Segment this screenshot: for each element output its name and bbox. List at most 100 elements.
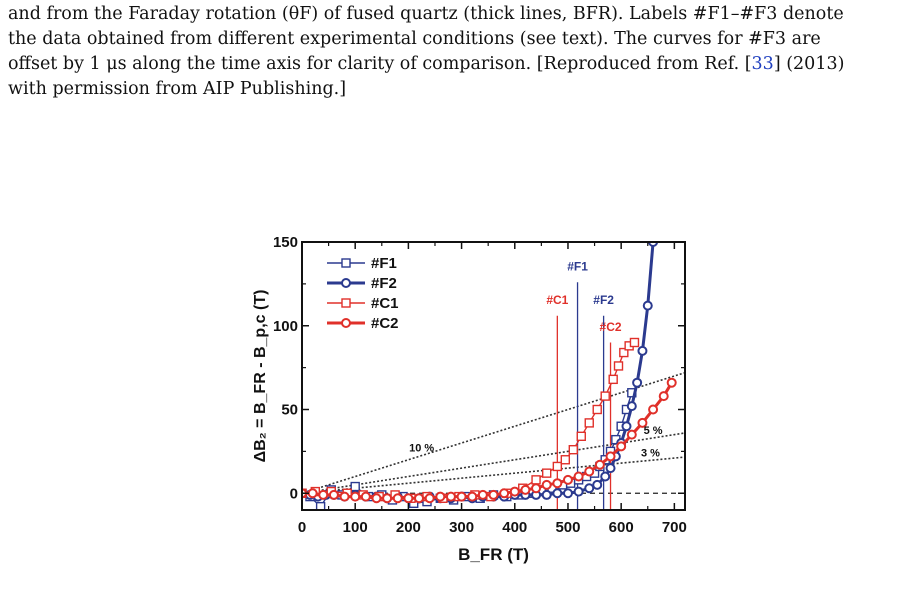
ref-line-3pct [302, 456, 685, 495]
data-point [350, 491, 361, 502]
caption-line-2: the data obtained from different experim… [8, 29, 821, 49]
data-point [576, 431, 586, 442]
data-point [403, 493, 414, 504]
data-point [616, 441, 627, 452]
data-point [339, 491, 350, 502]
data-point [456, 491, 467, 502]
data-point [414, 493, 425, 504]
data-point [613, 361, 624, 371]
data-point [600, 471, 611, 482]
data-point [488, 489, 499, 500]
x-tick-label: 200 [396, 519, 421, 536]
data-point [592, 479, 603, 490]
data-point [584, 418, 594, 428]
marker-label-c1: #C1 [546, 293, 568, 307]
legend-marker [341, 278, 351, 288]
legend: #F1 #F2 #C1 #C2 [327, 255, 399, 332]
data-point [648, 404, 659, 415]
plot-frame [301, 241, 686, 511]
data-point [621, 421, 632, 432]
data-point [619, 347, 629, 358]
x-axis-label: B_FR (T) [458, 545, 529, 564]
data-point [584, 466, 595, 477]
x-tick-label: 600 [609, 519, 634, 536]
marker-label-c2: #C2 [600, 320, 622, 334]
data-point [467, 491, 478, 502]
legend-marker [341, 318, 351, 328]
data-point [392, 493, 403, 504]
marker-label-f2: #F2 [593, 293, 614, 307]
data-point [531, 483, 542, 494]
x-tick-label: 100 [343, 519, 368, 536]
data-point [584, 483, 595, 494]
data-point [626, 401, 637, 412]
data-point [658, 391, 669, 402]
data-point [435, 491, 446, 502]
data-point [371, 493, 382, 504]
legend-label: #C2 [371, 315, 399, 332]
reference-link[interactable]: 33 [751, 54, 774, 74]
ref-line-5pct [302, 432, 685, 495]
ref-line-label: 5 % [644, 425, 663, 437]
data-point [552, 461, 563, 472]
y-tick-label: 150 [273, 234, 298, 251]
data-point [600, 391, 610, 401]
legend-marker [341, 298, 351, 308]
data-point [509, 486, 520, 497]
data-point [592, 404, 602, 415]
ref-line-label: 10 % [409, 443, 434, 455]
figure: 10 % 5 % 3 % #F1 #F2 #C1 #C2 0 100 200 300 400 500 60… [225, 228, 695, 605]
data-point [424, 493, 435, 504]
data-point [562, 488, 573, 499]
data-point [626, 429, 637, 440]
plot-area [302, 242, 685, 510]
data-point [560, 455, 571, 465]
chart: 10 % 5 % 3 % #F1 #F2 #C1 #C2 0 100 200 300 400 500 60… [252, 234, 687, 564]
data-point [608, 374, 618, 385]
data-point [552, 488, 563, 499]
caption-line-3-post: ] (2013) [773, 54, 845, 74]
caption-line-4: with permission from AIP Publishing.] [8, 79, 347, 99]
marker-label-f1: #F1 [567, 259, 588, 273]
legend-label: #C1 [371, 295, 399, 312]
data-point [573, 471, 584, 482]
data-point [477, 489, 488, 500]
data-point [307, 488, 318, 499]
data-point [605, 463, 616, 474]
data-point [328, 489, 339, 500]
data-point [360, 491, 371, 502]
x-tick-label: 400 [502, 519, 527, 536]
data-point [445, 491, 456, 502]
data-point [552, 478, 563, 489]
ref-line-10pct [302, 371, 685, 495]
ref-line-label: 3 % [641, 447, 660, 459]
data-point [315, 501, 326, 510]
x-tick-label: 500 [555, 519, 580, 536]
caption-line-3: offset by 1 μs along the time axis for c… [8, 52, 912, 77]
data-point [637, 345, 648, 356]
legend-label: #F2 [371, 275, 397, 292]
data-point [605, 451, 616, 462]
data-point [520, 484, 531, 495]
data-point [573, 486, 584, 497]
data-point [541, 489, 552, 500]
y-tick-label: 0 [290, 485, 298, 502]
x-tick-label: 700 [662, 519, 687, 536]
y-tick-label: 100 [273, 318, 298, 335]
data-point [594, 459, 605, 470]
data-point [642, 300, 653, 311]
data-point [562, 474, 573, 485]
data-point [632, 377, 643, 388]
caption-line-3-pre: offset by 1 μs along the time axis for c… [8, 54, 752, 74]
y-axis-label: ΔB₂ = B_FR - B_p,c (T) [252, 290, 269, 463]
y-tick-label: 50 [281, 402, 298, 419]
data-point [568, 444, 578, 455]
data-point [637, 417, 648, 428]
data-point [541, 479, 552, 490]
data-point [499, 488, 510, 499]
data-point [531, 475, 541, 485]
data-point [318, 489, 329, 500]
x-tick-label: 300 [449, 519, 474, 536]
figure-caption: and from the Faraday rotation (θF) of fu… [8, 2, 912, 102]
data-point [666, 377, 677, 388]
